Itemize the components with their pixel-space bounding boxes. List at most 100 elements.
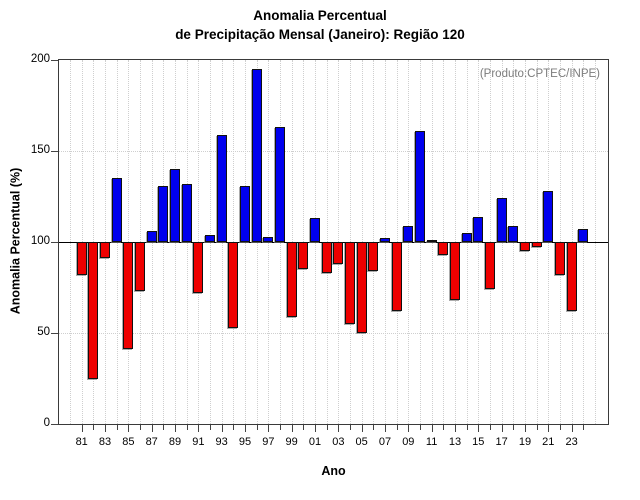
y-tick-0 (51, 424, 58, 425)
x-tick-18 (513, 425, 515, 430)
bar-06 (368, 242, 379, 272)
x-tick-22 (559, 425, 561, 430)
bar-87 (146, 231, 157, 242)
x-tick-92 (210, 425, 211, 430)
bar-84 (111, 178, 122, 242)
bar-82 (88, 242, 99, 379)
bar-10 (414, 130, 425, 242)
bar-09 (403, 225, 414, 242)
x-tick-01 (315, 425, 316, 432)
x-tick-95 (245, 425, 246, 432)
x-tick-23 (571, 425, 573, 432)
x-tick-91 (198, 425, 200, 432)
x-tick-89 (175, 425, 177, 432)
product-credit-label: (Produto:CPTEC/INPE) (479, 68, 600, 80)
x-tick-label-03: 03 (332, 436, 345, 448)
bar-00 (298, 242, 309, 270)
x-tick-03 (338, 425, 340, 432)
chart-title-line2: de Precipitação Mensal (Janeiro): Região… (175, 27, 465, 42)
x-tick-82 (93, 425, 95, 430)
bar-03 (333, 242, 344, 264)
x-tick-15 (478, 425, 480, 432)
x-tick-14 (466, 425, 468, 430)
bar-19 (519, 242, 530, 252)
x-tick-label-23: 23 (565, 436, 578, 448)
bar-05 (356, 242, 367, 333)
bar-20 (531, 242, 542, 248)
chart-title: Anomalia Percentual de Precipitação Mens… (30, 6, 610, 44)
x-tick-label-01: 01 (308, 436, 322, 448)
x-tick-20 (536, 425, 538, 430)
y-tick-label-150: 150 (30, 144, 50, 156)
x-tick-86 (140, 425, 142, 430)
x-tick-88 (163, 425, 165, 430)
x-tick-label-87: 87 (145, 436, 158, 448)
bar-21 (543, 191, 554, 242)
x-axis-title: Ano (321, 464, 346, 478)
x-tick-16 (489, 425, 491, 430)
bar-98 (275, 127, 285, 242)
bar-93 (216, 134, 227, 242)
x-tick-21 (548, 425, 550, 432)
x-tick-11 (431, 425, 433, 432)
x-tick-98 (280, 425, 281, 430)
x-tick-04 (349, 425, 351, 430)
horizontal-gridline-150 (59, 151, 608, 152)
plot-area: (Produto:CPTEC/INPE) (58, 59, 609, 425)
x-tick-label-09: 09 (402, 436, 415, 448)
bar-11 (426, 240, 437, 243)
y-tick-50 (51, 333, 58, 334)
bar-96 (251, 69, 262, 242)
bar-07 (379, 238, 390, 242)
bar-83 (100, 242, 111, 259)
x-tick-99 (291, 425, 293, 432)
x-tick-19 (524, 425, 526, 432)
x-tick-label-05: 05 (355, 436, 368, 448)
y-tick-150 (51, 151, 58, 152)
x-tick-10 (419, 425, 421, 430)
bar-91 (193, 242, 204, 293)
bar-85 (123, 242, 134, 350)
x-tick-label-97: 97 (262, 436, 275, 448)
bar-89 (170, 169, 181, 242)
bar-13 (449, 242, 460, 301)
bar-22 (554, 242, 565, 275)
bar-16 (484, 242, 495, 290)
bar-02 (321, 242, 332, 273)
x-tick-label-15: 15 (472, 436, 485, 448)
y-tick-100 (51, 242, 58, 243)
bar-18 (508, 225, 519, 242)
bar-90 (181, 183, 192, 242)
x-tick-09 (408, 425, 410, 432)
x-tick-label-81: 81 (75, 436, 88, 448)
x-tick-label-91: 91 (192, 436, 205, 448)
bar-81 (76, 242, 87, 275)
bar-88 (158, 185, 169, 242)
x-tick-05 (361, 425, 363, 432)
y-tick-label-50: 50 (37, 326, 50, 338)
x-tick-label-21: 21 (542, 436, 555, 448)
x-tick-label-83: 83 (98, 436, 112, 448)
bar-92 (205, 234, 215, 242)
bar-95 (240, 185, 250, 242)
bar-12 (438, 242, 449, 255)
x-tick-93 (221, 425, 223, 432)
x-tick-96 (256, 425, 258, 430)
x-tick-label-13: 13 (448, 436, 462, 448)
x-tick-12 (443, 425, 445, 430)
bar-17 (496, 198, 507, 242)
x-tick-label-93: 93 (215, 436, 228, 448)
x-tick-24 (583, 425, 585, 430)
bar-04 (344, 242, 355, 324)
y-tick-label-100: 100 (30, 235, 50, 247)
bar-99 (286, 242, 297, 317)
bar-94 (228, 242, 239, 328)
x-tick-label-17: 17 (495, 436, 508, 448)
x-tick-85 (128, 425, 130, 432)
x-tick-06 (373, 425, 375, 430)
y-tick-label-0: 0 (43, 417, 50, 429)
bar-23 (566, 242, 577, 312)
x-tick-83 (105, 425, 107, 432)
bar-86 (135, 242, 146, 292)
